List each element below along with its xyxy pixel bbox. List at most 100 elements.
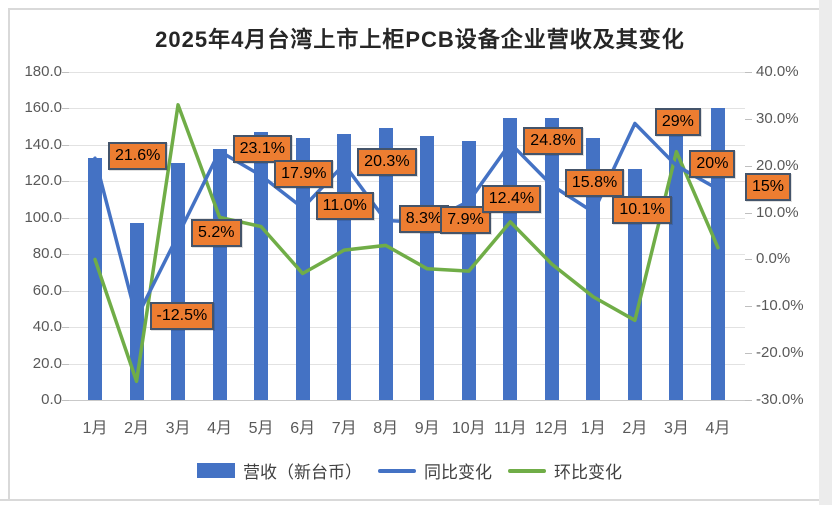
x-axis-month-label: 4月 bbox=[207, 420, 233, 437]
yoy-data-label[interactable]: 10.1% bbox=[612, 196, 672, 225]
chart-title: 2025年4月台湾上市上柜PCB设备企业营收及其变化 bbox=[155, 27, 685, 52]
x-axis-month-label: 7月 bbox=[331, 420, 357, 437]
revenue-bar[interactable] bbox=[212, 148, 227, 400]
left-axis-tick-mark bbox=[62, 254, 69, 256]
right-axis-tick-label: 0.0% bbox=[756, 250, 791, 268]
legend-item-yoy[interactable]: 同比变化 bbox=[378, 458, 492, 483]
right-axis-tick-label: 10.0% bbox=[756, 203, 799, 221]
right-axis-tick-mark bbox=[745, 118, 752, 120]
x-axis-month-label: 10月 bbox=[451, 420, 486, 437]
gridline bbox=[68, 108, 745, 110]
revenue-bar[interactable] bbox=[420, 135, 435, 400]
revenue-bar[interactable] bbox=[129, 223, 144, 400]
revenue-bar[interactable] bbox=[461, 141, 476, 400]
revenue-bar[interactable] bbox=[337, 133, 352, 400]
right-axis-tick-mark bbox=[745, 400, 752, 401]
gridline bbox=[68, 400, 745, 401]
right-axis-tick-label: 30.0% bbox=[756, 109, 799, 127]
x-axis-month-label: 12月 bbox=[534, 420, 569, 437]
yoy-data-label[interactable]: 29% bbox=[654, 107, 701, 136]
legend-label-revenue: 营收（新台币） bbox=[243, 463, 362, 482]
yoy-data-label[interactable]: 17.9% bbox=[274, 159, 334, 188]
left-axis-tick-mark bbox=[62, 108, 69, 110]
left-axis-tick-mark bbox=[62, 72, 69, 73]
left-axis-tick-mark bbox=[62, 327, 69, 329]
yoy-line-swatch-icon bbox=[378, 468, 416, 473]
right-axis-tick-label: 20.0% bbox=[756, 156, 799, 174]
yoy-data-label[interactable]: 23.1% bbox=[232, 135, 292, 164]
frame-border-left bbox=[8, 8, 10, 501]
left-axis-tick-label: 160.0 bbox=[24, 99, 62, 117]
gridline bbox=[68, 254, 745, 256]
legend-label-yoy: 同比变化 bbox=[424, 463, 492, 482]
left-axis-tick-mark bbox=[62, 400, 69, 401]
mom-change-line[interactable] bbox=[93, 103, 720, 384]
yoy-data-label[interactable]: 12.4% bbox=[481, 185, 542, 214]
right-axis-tick-mark bbox=[745, 72, 752, 73]
x-axis-month-label: 2月 bbox=[622, 420, 648, 437]
x-axis-month-label: 3月 bbox=[165, 420, 191, 437]
yoy-data-label[interactable]: 24.8% bbox=[523, 127, 583, 156]
left-axis-tick-label: 120.0 bbox=[24, 172, 62, 190]
left-axis-tick-mark bbox=[62, 363, 69, 365]
revenue-bar[interactable] bbox=[544, 117, 559, 400]
page-gutter bbox=[819, 0, 832, 505]
gridline bbox=[68, 290, 745, 292]
x-axis-month-label: 2月 bbox=[124, 420, 149, 437]
right-axis-tick-label: -20.0% bbox=[756, 344, 804, 362]
gridline bbox=[68, 144, 745, 146]
x-axis-month-label: 5月 bbox=[248, 420, 274, 437]
x-axis-month-label: 6月 bbox=[290, 420, 316, 437]
x-axis-month-label: 3月 bbox=[663, 420, 689, 437]
left-axis-tick-mark bbox=[62, 144, 69, 146]
right-axis-tick-mark bbox=[745, 306, 752, 308]
revenue-bar[interactable] bbox=[669, 110, 684, 400]
left-axis-tick-label: 180.0 bbox=[24, 63, 62, 80]
x-axis-month-label: 9月 bbox=[414, 420, 440, 437]
left-axis-tick-label: 80.0 bbox=[32, 245, 62, 263]
gridline bbox=[68, 363, 745, 365]
right-axis-tick-label: -10.0% bbox=[756, 297, 804, 315]
frame-border-bottom bbox=[0, 499, 819, 501]
right-axis-tick-mark bbox=[745, 353, 752, 355]
revenue-bar[interactable] bbox=[254, 132, 269, 400]
x-axis-month-label: 11月 bbox=[493, 420, 527, 437]
x-axis-month-label: 8月 bbox=[373, 420, 399, 437]
right-axis-tick-mark bbox=[745, 212, 752, 214]
yoy-data-label[interactable]: -12.5% bbox=[149, 302, 215, 330]
right-axis-tick-label: -30.0% bbox=[756, 391, 804, 408]
yoy-data-label[interactable]: 15% bbox=[744, 173, 791, 202]
right-axis-tick-mark bbox=[745, 259, 752, 261]
yoy-data-label[interactable]: 7.9% bbox=[440, 206, 491, 235]
frame-border-top bbox=[8, 8, 819, 10]
revenue-bar[interactable] bbox=[503, 117, 518, 400]
legend-label-mom: 环比变化 bbox=[554, 463, 622, 482]
yoy-data-label[interactable]: 21.6% bbox=[108, 142, 168, 171]
legend-item-mom[interactable]: 环比变化 bbox=[508, 458, 622, 483]
yoy-data-label[interactable]: 20% bbox=[689, 149, 736, 178]
gridline bbox=[68, 72, 745, 73]
legend-item-revenue[interactable]: 营收（新台币） bbox=[197, 458, 362, 483]
left-axis-tick-label: 20.0 bbox=[32, 354, 62, 372]
legend: 营收（新台币） 同比变化 环比变化 bbox=[0, 458, 819, 483]
left-axis-tick-mark bbox=[62, 217, 69, 219]
left-axis-tick-label: 0.0 bbox=[41, 391, 62, 408]
revenue-bar[interactable] bbox=[171, 163, 186, 400]
left-axis-tick-mark bbox=[62, 290, 69, 292]
x-axis-month-label: 1月 bbox=[82, 420, 108, 437]
yoy-data-label[interactable]: 15.8% bbox=[564, 169, 625, 198]
left-axis-tick-label: 100.0 bbox=[24, 208, 62, 226]
x-axis-month-label: 1月 bbox=[580, 420, 606, 437]
left-axis-tick-label: 140.0 bbox=[24, 135, 62, 153]
left-axis-tick-label: 60.0 bbox=[32, 281, 62, 299]
yoy-data-label[interactable]: 20.3% bbox=[357, 148, 417, 177]
x-axis-month-label: 4月 bbox=[705, 420, 731, 437]
left-axis-tick-label: 40.0 bbox=[32, 318, 62, 336]
gridline bbox=[68, 181, 745, 183]
mom-line-swatch-icon bbox=[508, 468, 546, 473]
yoy-data-label[interactable]: 5.2% bbox=[191, 219, 242, 248]
right-axis-tick-label: 40.0% bbox=[756, 63, 799, 80]
revenue-bar[interactable] bbox=[88, 157, 102, 400]
yoy-data-label[interactable]: 11.0% bbox=[315, 191, 374, 220]
